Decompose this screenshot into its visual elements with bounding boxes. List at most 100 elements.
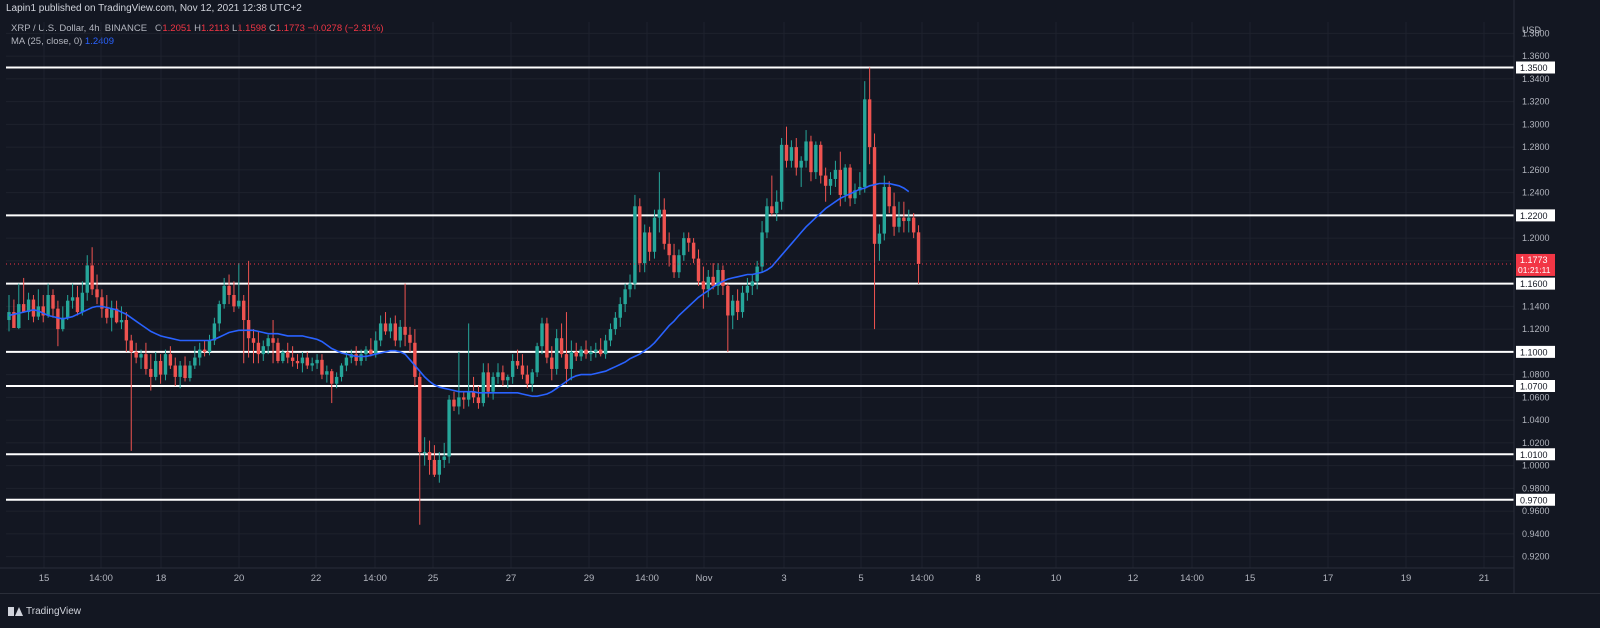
candle (242, 295, 246, 364)
candle (202, 340, 207, 357)
candle-body (26, 299, 31, 313)
candle-body (496, 372, 500, 377)
candle (853, 183, 857, 204)
candle-body (31, 299, 36, 317)
candle (149, 354, 153, 391)
candle (198, 342, 202, 366)
price-tick-label: 1.0400 (1522, 415, 1550, 425)
time-tick-label: 14:00 (910, 573, 934, 584)
candle-body (559, 338, 564, 355)
candle-body (711, 276, 715, 286)
candle-body (12, 312, 16, 328)
candle (696, 249, 701, 286)
candle-body (897, 217, 901, 227)
candle-body (838, 169, 842, 195)
candle-body (476, 397, 481, 404)
candle (188, 360, 192, 382)
candle-body (613, 317, 618, 330)
candle-body (242, 300, 246, 321)
candle-body (427, 451, 432, 460)
candle (735, 289, 740, 321)
candle-body (290, 357, 295, 361)
candle (618, 297, 622, 327)
candle-body (134, 351, 138, 358)
candle (36, 289, 41, 321)
candle (501, 365, 505, 386)
candle (129, 334, 133, 451)
candle-body (911, 217, 916, 233)
candle-body (682, 238, 686, 256)
candle-body (540, 323, 544, 347)
candle (887, 181, 891, 214)
candle (545, 317, 549, 364)
time-tick-label: 14:00 (89, 573, 113, 584)
time-tick-label: Nov (696, 573, 713, 584)
candle (432, 445, 437, 477)
candle (295, 354, 300, 369)
candle-body (21, 304, 26, 313)
tradingview-logo-icon (8, 607, 23, 616)
candle-body (530, 372, 534, 384)
candle-body (432, 459, 437, 475)
candle (740, 285, 745, 318)
candle-body (325, 371, 329, 375)
ohlc-high-label: H (194, 23, 201, 34)
candle-body (623, 289, 627, 305)
candle-body (193, 357, 197, 366)
candle (510, 354, 515, 384)
symbol-legend[interactable]: XRP / U.S. Dollar, 4h, BINANCE O1.2051 H… (11, 23, 384, 34)
ohlc-low-value: 1.1598 (237, 23, 267, 34)
candle-body (740, 292, 745, 313)
candle-body (594, 349, 598, 352)
candle (916, 225, 921, 284)
candle-body (902, 217, 906, 222)
candle (506, 374, 510, 389)
candle-body (95, 289, 99, 298)
candle (779, 138, 784, 210)
candle (21, 277, 26, 313)
candle (80, 281, 85, 316)
candle-body (75, 297, 80, 313)
candle (408, 326, 412, 352)
candle (809, 135, 813, 182)
candle (457, 351, 461, 415)
countdown-timer: 01:21:11 (1518, 265, 1551, 275)
tradingview-logo[interactable]: TradingView (8, 606, 81, 617)
candle (437, 451, 442, 483)
candle-body (41, 306, 45, 316)
candle (882, 175, 887, 241)
time-tick-label: 21 (1479, 573, 1490, 584)
candle-body (770, 206, 774, 214)
candle-body (163, 354, 168, 375)
price-tick-label: 1.2800 (1522, 142, 1550, 152)
candle-body (46, 295, 50, 316)
candle (760, 221, 764, 273)
candle (344, 351, 349, 372)
candle-body (515, 360, 520, 366)
candle (770, 175, 774, 216)
level-price-tag-label: 1.3500 (1520, 63, 1548, 73)
price-change: −0.0278 (−2.31%) (307, 23, 384, 34)
candle-body (633, 206, 637, 284)
candle-body (398, 326, 402, 341)
candle (535, 342, 539, 377)
candle-body (276, 342, 280, 361)
candle-body (295, 360, 300, 364)
candle (667, 232, 671, 267)
candle (706, 269, 710, 298)
candle (266, 334, 270, 355)
candle (892, 192, 896, 236)
candle (731, 295, 735, 330)
candle (418, 372, 422, 525)
price-tick-label: 1.0600 (1522, 392, 1550, 402)
candle-body (109, 308, 114, 318)
time-tick-label: 8 (975, 573, 980, 584)
candle (144, 342, 148, 375)
candle-body (105, 308, 109, 318)
candle-body (178, 365, 182, 377)
ma-legend[interactable]: MA (25, close, 0) 1.2409 (11, 36, 114, 47)
level-price-tag-label: 1.0100 (1520, 450, 1548, 460)
candle-body (833, 169, 838, 179)
candle-body (452, 399, 456, 407)
price-chart[interactable]: 1.3800 1.3600 1.3400 1.3200 1.3000 1.2800 1.26… (0, 0, 1600, 593)
